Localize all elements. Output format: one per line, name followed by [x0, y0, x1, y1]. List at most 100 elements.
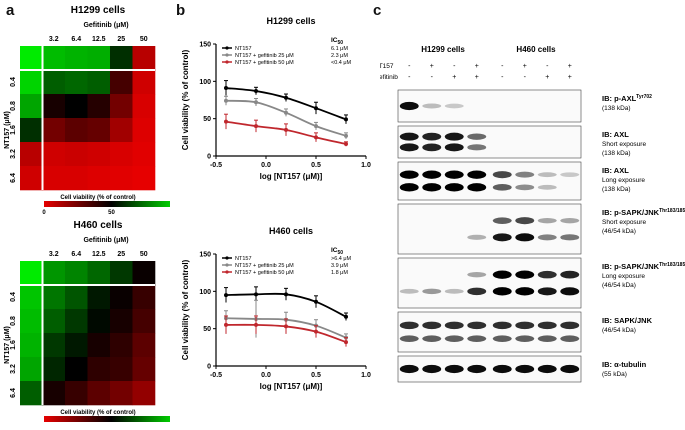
chart-title: H1299 cells	[266, 16, 315, 26]
heatmap-cell	[87, 142, 111, 167]
data-point	[284, 127, 288, 132]
heatmap-cell	[65, 166, 88, 191]
heatmap-column-header: Gefitinib (μM)	[83, 22, 128, 29]
blot-label-line: (46/54 kDa)	[602, 282, 636, 289]
blot-band	[422, 103, 442, 109]
ic50-header: IC50	[331, 247, 343, 256]
x-tick-label: 0.0	[261, 162, 271, 169]
heatmap-h460: H460 cells Gefitinib (μM) 3.2 6.4 12.5 25 50 NT…	[0, 215, 185, 430]
heatmap-scale-tick: 50	[108, 210, 115, 215]
blot-label-line: (138 kDa)	[602, 105, 631, 112]
cell-line-header: H1299 cells	[421, 45, 465, 54]
blot-band	[560, 172, 580, 177]
heatmap-column-label: 25	[117, 36, 125, 43]
blot-band	[399, 288, 419, 294]
heatmap-cell	[110, 94, 133, 119]
blot-band	[560, 335, 580, 342]
heatmap-cell	[42, 118, 66, 143]
blot-band	[399, 183, 419, 192]
heatmap-cell	[20, 94, 43, 119]
treatment-label: NT157	[380, 63, 394, 70]
heatmap-cell	[110, 46, 133, 71]
treatment-sign: -	[408, 63, 411, 70]
blot-label-line: IB: α-tubulin	[602, 360, 647, 369]
heatmap-cell	[132, 357, 156, 382]
heatmap-cell	[132, 118, 156, 143]
legend-ic50: 1.8 μM	[331, 270, 348, 276]
blot-band	[467, 144, 487, 151]
heatmap-cell	[87, 333, 111, 358]
heatmap-cell	[42, 357, 66, 382]
blot-band	[492, 270, 512, 279]
heatmap-cell	[132, 261, 156, 286]
heatmap-row-label: 6.4	[10, 173, 17, 183]
x-tick-label: 1.0	[361, 162, 371, 169]
x-axis-label: log [NT157 (μM)]	[260, 382, 323, 391]
heatmap-cell	[42, 46, 66, 71]
blot-label-line: (46/54 kDa)	[602, 327, 636, 334]
legend-ic50: 2.3 μM	[331, 53, 348, 59]
treatment-sign: -	[453, 63, 456, 70]
data-point	[254, 322, 258, 327]
treatment-sign: +	[545, 74, 549, 81]
line-chart-h460-svg: H460 cells 0 50 100 150 -0.5 0.0 0.5 1.0 log [NT1…	[181, 226, 371, 391]
heatmap-cell	[65, 142, 88, 167]
heatmap-cell	[132, 70, 156, 95]
treatment-sign: -	[408, 74, 411, 81]
heatmap-scale-bar	[44, 201, 179, 207]
data-point	[344, 133, 348, 138]
heatmap-column-label: 6.4	[71, 36, 81, 43]
legend-label: NT157 + gefitinib 50 μM	[235, 270, 294, 276]
heatmap-row-label: 6.4	[10, 388, 17, 398]
blot-label-line: IB: p-SAPK/JNKThr183/185	[602, 208, 685, 217]
heatmap-cell	[20, 46, 43, 71]
blot-label-line: IB: p-SAPK/JNKThr183/185	[602, 262, 685, 271]
blot-band	[515, 233, 535, 242]
heatmap-scale-title: Cell viability (% of control)	[60, 410, 135, 416]
ic50-subscript: 50	[338, 40, 344, 46]
blot-band	[444, 335, 464, 342]
blot-band	[467, 272, 487, 278]
heatmap-scale-tick: 0	[42, 210, 46, 215]
data-point	[314, 329, 318, 334]
ic50-subscript: 50	[338, 250, 344, 256]
treatment-sign: +	[430, 63, 434, 70]
panel-c-letter: c	[373, 2, 382, 19]
heatmap-cell	[42, 381, 66, 406]
heatmap-cell	[42, 94, 66, 119]
heatmap-cell	[110, 333, 133, 358]
data-point	[344, 314, 348, 319]
blot-band	[515, 171, 535, 178]
blot-band	[492, 184, 512, 191]
legend-marker	[225, 256, 229, 260]
blot-frame	[397, 125, 582, 159]
heatmap-cell	[87, 46, 111, 71]
cell-line-header: H460 cells	[516, 45, 556, 54]
data-point	[314, 106, 318, 111]
legend-ic50: 3.9 μM	[331, 263, 348, 269]
heatmap-cell	[87, 261, 111, 286]
heatmap-cell	[132, 94, 156, 119]
blot-band	[467, 364, 487, 374]
blot-band	[537, 321, 557, 330]
heatmap-cell	[110, 118, 133, 143]
blot-band	[422, 132, 442, 141]
blot-band	[444, 364, 464, 374]
heatmap-cell	[132, 142, 156, 167]
blot-band	[422, 321, 442, 330]
y-tick-label: 100	[199, 79, 211, 86]
data-point	[344, 142, 348, 147]
heatmap-cell	[42, 309, 66, 334]
blot-band	[422, 170, 442, 179]
blot-band	[444, 103, 464, 109]
treatment-label: Gefitinib	[380, 74, 398, 81]
heatmap-cell	[132, 166, 156, 191]
heatmap-cell	[87, 309, 111, 334]
heatmap-cell	[42, 142, 66, 167]
blot-band	[399, 321, 419, 330]
legend-label: NT157	[235, 256, 252, 262]
blot-band	[422, 364, 442, 374]
blot-band	[492, 233, 512, 242]
treatment-sign: -	[431, 74, 434, 81]
heatmap-cell	[87, 118, 111, 143]
